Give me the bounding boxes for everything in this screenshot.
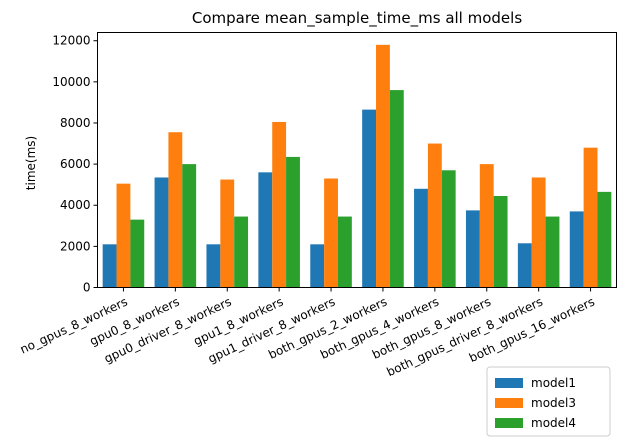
bars-group bbox=[102, 44, 612, 288]
bar-model3-gpu0_8_workers bbox=[168, 132, 183, 288]
bar-model1-both_gpus_4_workers bbox=[414, 188, 428, 288]
bar-model1-gpu0_driver_8_workers bbox=[206, 244, 221, 288]
bar-model4-both_gpus_4_workers bbox=[441, 170, 456, 288]
legend-swatch-model1 bbox=[495, 378, 523, 388]
bar-model4-gpu0_driver_8_workers bbox=[234, 216, 249, 288]
legend-label: model4 bbox=[531, 416, 576, 430]
bar-model4-gpu1_8_workers bbox=[286, 156, 300, 288]
bar-model3-both_gpus_driver_8_workers bbox=[531, 177, 546, 288]
y-tick-label: 8000 bbox=[60, 116, 91, 130]
bar-model1-gpu1_8_workers bbox=[258, 172, 273, 288]
legend: model1 model3 model4 bbox=[486, 366, 611, 437]
bar-model4-both_gpus_2_workers bbox=[389, 90, 404, 288]
bar-model4-no_gpus_8_workers bbox=[130, 219, 145, 288]
bar-model1-both_gpus_8_workers bbox=[465, 210, 480, 288]
bar-model3-both_gpus_2_workers bbox=[376, 44, 390, 288]
bar-model1-gpu0_8_workers bbox=[154, 177, 169, 288]
y-tick-label: 12000 bbox=[52, 34, 90, 48]
bar-model4-both_gpus_driver_8_workers bbox=[545, 216, 560, 288]
legend-swatch-model4 bbox=[495, 418, 523, 428]
x-axis: no_gpus_8_workersgpu0_8_workersgpu0_driv… bbox=[18, 287, 597, 379]
bar-model3-both_gpus_16_workers bbox=[583, 147, 598, 288]
chart-title: Compare mean_sample_time_ms all models bbox=[192, 9, 522, 28]
y-tick-label: 2000 bbox=[60, 239, 91, 253]
y-axis-label: time(ms) bbox=[24, 136, 38, 190]
bar-model1-both_gpus_16_workers bbox=[569, 211, 584, 288]
y-axis: 0 2000 4000 6000 8000 10000 12000 bbox=[52, 34, 98, 295]
legend-swatch-model3 bbox=[495, 398, 523, 408]
plot-frame bbox=[97, 32, 617, 288]
bar-model3-both_gpus_4_workers bbox=[427, 143, 442, 288]
bar-model1-no_gpus_8_workers bbox=[102, 244, 117, 288]
y-tick-label: 10000 bbox=[52, 75, 90, 89]
bar-model4-both_gpus_16_workers bbox=[597, 191, 612, 288]
y-tick-label: 6000 bbox=[60, 157, 91, 171]
bar-model3-gpu1_8_workers bbox=[272, 121, 287, 288]
bar-model4-both_gpus_8_workers bbox=[493, 195, 508, 288]
bar-model3-gpu0_driver_8_workers bbox=[220, 179, 235, 288]
bar-model1-gpu1_driver_8_workers bbox=[310, 244, 325, 288]
bar-model3-no_gpus_8_workers bbox=[116, 183, 131, 288]
bar-model3-gpu1_driver_8_workers bbox=[324, 178, 338, 288]
bar-model1-both_gpus_driver_8_workers bbox=[517, 243, 532, 288]
y-tick-label: 4000 bbox=[60, 198, 91, 212]
legend-label: model3 bbox=[531, 396, 576, 410]
legend-label: model1 bbox=[531, 376, 576, 390]
bar-model4-gpu1_driver_8_workers bbox=[337, 216, 352, 288]
bar-model1-both_gpus_2_workers bbox=[362, 109, 377, 288]
bar-model4-gpu0_8_workers bbox=[182, 164, 197, 288]
bar-model3-both_gpus_8_workers bbox=[479, 164, 494, 288]
y-tick-label: 0 bbox=[83, 281, 91, 295]
